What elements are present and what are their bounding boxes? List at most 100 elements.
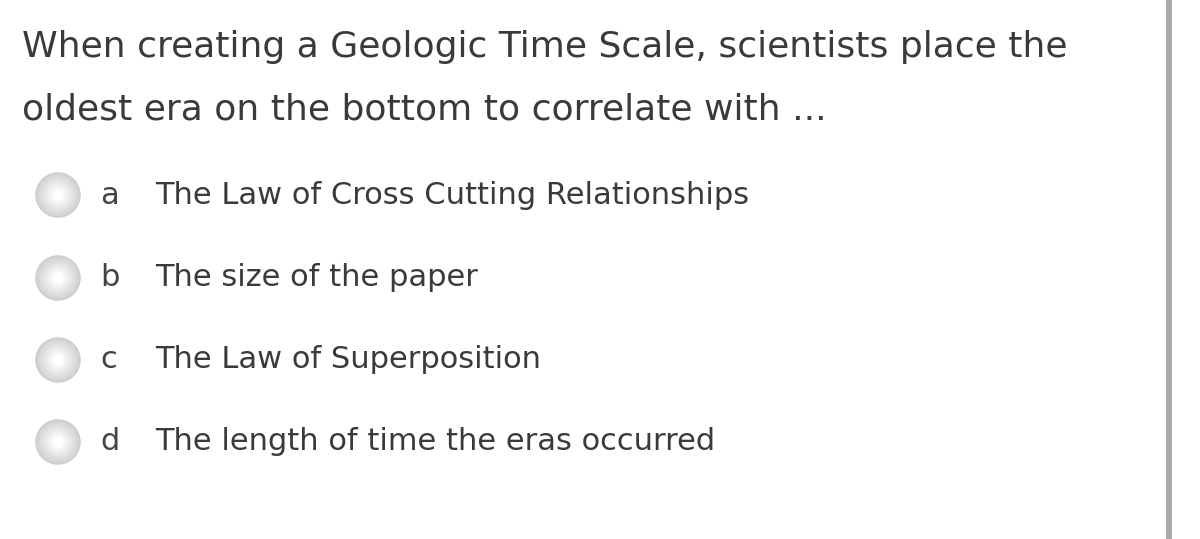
Circle shape: [47, 349, 70, 371]
Circle shape: [48, 350, 68, 370]
Circle shape: [41, 424, 76, 460]
Circle shape: [37, 257, 79, 299]
Circle shape: [38, 259, 77, 297]
Circle shape: [40, 260, 77, 296]
Circle shape: [37, 421, 79, 463]
Circle shape: [40, 342, 77, 378]
Circle shape: [44, 346, 72, 374]
Circle shape: [38, 258, 78, 298]
Circle shape: [48, 432, 68, 452]
Text: c: c: [100, 345, 116, 375]
Text: The Law of Cross Cutting Relationships: The Law of Cross Cutting Relationships: [155, 181, 749, 210]
Circle shape: [37, 340, 78, 381]
Text: When creating a Geologic Time Scale, scientists place the: When creating a Geologic Time Scale, sci…: [22, 30, 1068, 64]
Circle shape: [48, 350, 67, 370]
Circle shape: [55, 192, 61, 198]
Circle shape: [52, 436, 65, 448]
Circle shape: [37, 175, 78, 216]
Circle shape: [50, 270, 66, 286]
Circle shape: [42, 426, 74, 458]
Circle shape: [38, 340, 78, 380]
Circle shape: [43, 427, 73, 457]
Circle shape: [58, 441, 59, 443]
Circle shape: [41, 261, 74, 295]
Circle shape: [42, 344, 74, 376]
Circle shape: [37, 174, 79, 216]
Circle shape: [50, 271, 65, 285]
Circle shape: [44, 429, 71, 455]
Circle shape: [48, 432, 67, 452]
Circle shape: [47, 348, 70, 372]
Text: The Law of Superposition: The Law of Superposition: [155, 345, 541, 375]
Circle shape: [49, 433, 67, 451]
Circle shape: [54, 438, 62, 446]
Circle shape: [44, 265, 71, 291]
Circle shape: [55, 357, 61, 363]
Circle shape: [49, 269, 67, 287]
Circle shape: [38, 175, 78, 215]
Circle shape: [44, 182, 71, 208]
FancyBboxPatch shape: [1166, 0, 1172, 539]
Circle shape: [53, 273, 64, 283]
Circle shape: [58, 360, 59, 361]
Circle shape: [52, 272, 65, 285]
Circle shape: [58, 194, 59, 196]
Circle shape: [47, 430, 70, 454]
Circle shape: [41, 177, 76, 212]
Circle shape: [47, 184, 70, 206]
Text: oldest era on the bottom to correlate with ...: oldest era on the bottom to correlate wi…: [22, 92, 827, 126]
Circle shape: [41, 342, 76, 378]
Circle shape: [47, 266, 70, 290]
Circle shape: [54, 191, 62, 199]
Circle shape: [46, 183, 71, 208]
Circle shape: [43, 264, 73, 293]
Circle shape: [37, 338, 79, 381]
Circle shape: [49, 351, 67, 369]
Circle shape: [54, 191, 61, 199]
Circle shape: [44, 347, 71, 373]
Circle shape: [40, 177, 77, 213]
Circle shape: [50, 352, 66, 368]
Circle shape: [56, 194, 60, 197]
Circle shape: [47, 431, 70, 453]
Circle shape: [48, 268, 68, 288]
Circle shape: [49, 186, 67, 204]
Circle shape: [48, 268, 67, 287]
Circle shape: [55, 193, 60, 197]
Circle shape: [58, 277, 59, 279]
Circle shape: [46, 266, 71, 291]
Circle shape: [55, 276, 60, 280]
Circle shape: [41, 260, 76, 295]
Circle shape: [43, 344, 73, 375]
Circle shape: [36, 338, 80, 382]
Circle shape: [53, 437, 64, 447]
Text: b: b: [100, 264, 119, 293]
Circle shape: [37, 258, 78, 299]
Circle shape: [43, 262, 73, 293]
Circle shape: [37, 421, 78, 462]
Circle shape: [56, 277, 60, 279]
Circle shape: [53, 355, 64, 365]
Circle shape: [38, 341, 77, 379]
Circle shape: [38, 176, 77, 214]
Circle shape: [48, 185, 68, 205]
Circle shape: [50, 434, 66, 450]
Circle shape: [56, 358, 60, 362]
Text: a: a: [100, 181, 119, 210]
Circle shape: [47, 183, 70, 207]
Circle shape: [47, 267, 70, 289]
Circle shape: [43, 181, 73, 210]
Circle shape: [38, 422, 78, 462]
Circle shape: [36, 420, 80, 464]
Circle shape: [44, 264, 72, 292]
Text: d: d: [100, 427, 119, 457]
Circle shape: [54, 274, 61, 282]
Circle shape: [36, 173, 80, 217]
Circle shape: [54, 356, 61, 364]
Circle shape: [44, 181, 72, 209]
Circle shape: [41, 425, 74, 459]
Circle shape: [56, 440, 60, 444]
Circle shape: [46, 348, 71, 372]
Circle shape: [40, 424, 77, 460]
Circle shape: [52, 189, 64, 201]
